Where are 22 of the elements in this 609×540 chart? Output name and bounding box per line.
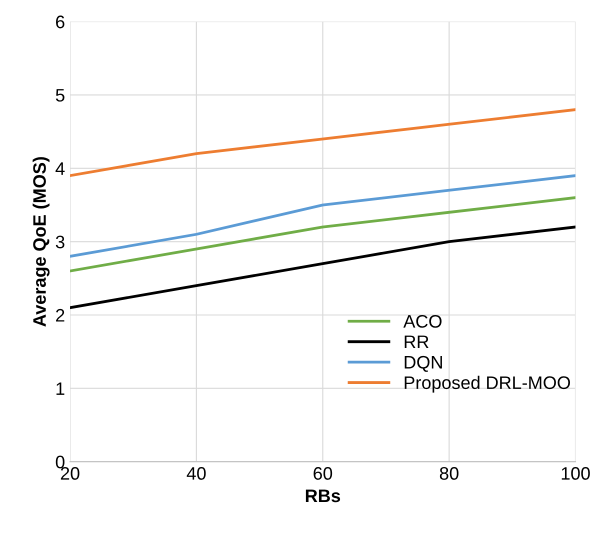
y-tick-label: 4 <box>56 162 65 175</box>
x-tick-label: 40 <box>186 467 206 480</box>
line-series <box>70 108 576 178</box>
x-tick-label: 100 <box>562 467 590 480</box>
x-axis-title: RBs <box>306 490 340 502</box>
y-axis-title: Average QoE (MOS) <box>32 157 50 327</box>
line-series <box>70 174 576 258</box>
legend-label: RR <box>404 336 429 348</box>
legend-label: ACO <box>403 314 442 328</box>
y-tick-label: 1 <box>56 382 64 395</box>
x-tick-label: 20 <box>60 467 80 480</box>
x-tick-label: 60 <box>314 467 332 480</box>
y-tick-label: 6 <box>56 16 64 28</box>
y-tick-label: 3 <box>56 236 64 248</box>
x-tick-label: 80 <box>440 467 458 480</box>
legend-label: Proposed DRL-MOO <box>404 376 570 393</box>
y-tick-label: 5 <box>56 89 64 102</box>
y-tick-label: 0 <box>56 456 64 468</box>
line-series <box>70 196 576 272</box>
line-series <box>70 226 576 310</box>
legend-label: DQN <box>404 356 442 372</box>
y-tick-label: 2 <box>56 308 64 322</box>
